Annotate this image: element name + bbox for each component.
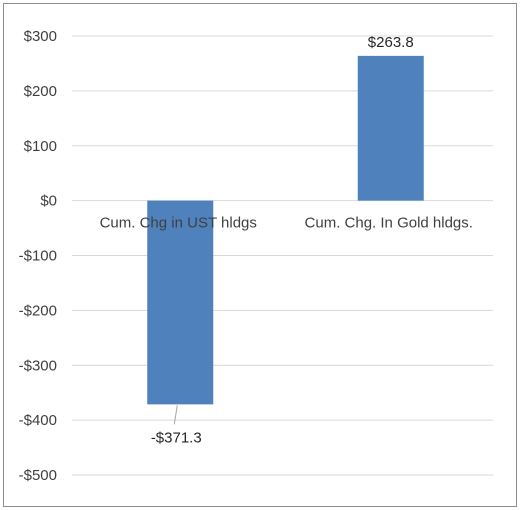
- y-axis-tick-labels: $300 $200 $100 $0 -$100 -$200 -$300 -$400 -$500: [19, 28, 57, 484]
- bars: [147, 55, 424, 405]
- y-tick-label: -$200: [19, 302, 57, 319]
- y-tick-label: -$500: [19, 467, 57, 484]
- data-label: $263.8: [368, 34, 414, 51]
- category-label: Cum. Chg in UST hldgs: [100, 215, 257, 232]
- y-tick-label: -$400: [19, 412, 57, 429]
- bar-1: [357, 55, 424, 201]
- data-labels: -$371.3 $263.8: [151, 34, 414, 447]
- y-tick-label: -$300: [19, 357, 57, 374]
- gridlines: [72, 35, 493, 476]
- category-label: Cum. Chg. In Gold hldgs.: [305, 215, 473, 232]
- data-label: -$371.3: [151, 429, 202, 446]
- bar-0: [147, 200, 214, 405]
- y-tick-label: $200: [24, 83, 57, 100]
- y-tick-label: $100: [24, 138, 57, 155]
- y-tick-label: $300: [24, 28, 57, 45]
- y-tick-label: $0: [40, 193, 57, 210]
- data-label-leader-line: [173, 405, 178, 425]
- y-tick-label: -$100: [19, 248, 57, 265]
- category-labels: Cum. Chg in UST hldgs Cum. Chg. In Gold h…: [100, 215, 473, 232]
